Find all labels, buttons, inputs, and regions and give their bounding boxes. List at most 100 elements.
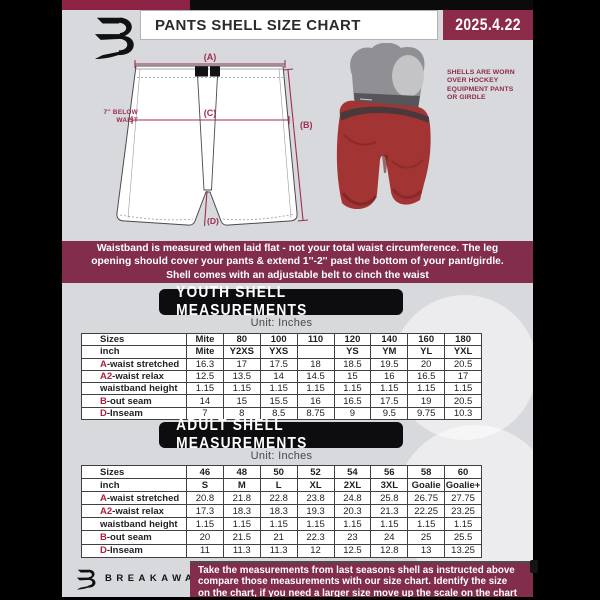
page-title-text: PANTS SHELL SIZE CHART [155, 16, 361, 34]
top-accent-maroon-segment [62, 0, 190, 10]
table-cell: 2XL [333, 479, 371, 492]
table-cell: 11.3 [222, 544, 260, 557]
row-label: Sizes [100, 334, 125, 346]
table-cell: 20.5 [444, 395, 481, 407]
table-cell: 15.5 [259, 395, 297, 407]
table-cell: 1.15 [259, 383, 297, 395]
table-cell: XL [296, 479, 334, 492]
table-cell: 17 [444, 370, 481, 383]
table-cell: 11 [186, 544, 223, 557]
row-label: inch [100, 346, 120, 358]
table-cell: 17.5 [370, 395, 407, 407]
row-label: A2 -waist relax [100, 505, 164, 517]
table-cell: 16.3 [186, 358, 223, 370]
table-cell: 11.3 [259, 544, 297, 557]
footer-instructions: Take the measurements from last seasons … [190, 561, 533, 597]
table-cell: 1.15 [222, 383, 260, 395]
table-cell: 18.3 [259, 505, 297, 518]
table-cell: 140 [370, 334, 407, 346]
table-cell: 13 [407, 544, 444, 557]
table-cell: 16 [296, 395, 334, 407]
row-label-letter: D [100, 545, 107, 557]
row-label: waistband height [100, 518, 178, 530]
table-cell: 18.3 [222, 505, 260, 518]
row-label: Sizes [100, 466, 125, 478]
row-label: waistband height [100, 383, 178, 395]
table-cell: 1.15 [186, 518, 223, 531]
table-cell: 8.5 [259, 407, 297, 420]
table-cell: 9 [333, 407, 371, 420]
table-cell: 24 [370, 531, 407, 544]
table-cell: YXL [444, 346, 481, 358]
table-cell: 12.5 [186, 370, 223, 383]
table-cell: L [259, 479, 297, 492]
measure-label-c: (C) [204, 108, 217, 118]
table-cell: 27.75 [444, 492, 481, 505]
table-cell: 1.15 [407, 518, 444, 531]
table-row: inch Mite Y2XS YXS YS YM YL YXL [82, 346, 481, 359]
table-cell: 20 [186, 531, 223, 544]
row-label-letter: A [100, 492, 107, 504]
table-cell: 1.15 [407, 383, 444, 395]
table-cell: 17 [222, 358, 260, 370]
table-cell: 15 [222, 395, 260, 407]
table-cell: 50 [259, 466, 297, 479]
table-cell: 14 [259, 370, 297, 383]
table-cell: 21.8 [222, 492, 260, 505]
table-row: B -out seam 14 15 15.5 16 16.5 17.5 19 20.5 [82, 395, 481, 408]
scroll-artifact [530, 560, 538, 573]
youth-measurements-table: Sizes Mite 80 100 110 120 140 160 180 inch Mite Y2X… [81, 333, 482, 421]
table-row: Sizes 46 48 50 52 54 56 58 60 [82, 466, 481, 480]
table-cell: 25 [407, 531, 444, 544]
table-cell: 10.3 [444, 407, 481, 420]
table-cell: 9.5 [370, 407, 407, 420]
row-label: inch [100, 479, 120, 491]
table-cell: 25.8 [370, 492, 407, 505]
row-label-letter: A2 [100, 505, 113, 517]
table-cell: 25.5 [444, 531, 481, 544]
table-cell: 13.5 [222, 370, 260, 383]
page-title: PANTS SHELL SIZE CHART [140, 10, 438, 40]
table-cell: 1.15 [370, 518, 407, 531]
table-cell: YM [370, 346, 407, 358]
table-cell: YXS [259, 346, 297, 358]
table-cell: M [222, 479, 260, 492]
row-label: B -out seam [100, 395, 152, 407]
table-row: Sizes Mite 80 100 110 120 140 160 180 [82, 334, 481, 347]
table-cell: 16.5 [407, 370, 444, 383]
table-cell: 19 [407, 395, 444, 407]
table-cell: 54 [333, 466, 371, 479]
table-cell: 100 [259, 334, 297, 346]
breakaway-logo-icon [94, 17, 134, 59]
table-cell: S [186, 479, 223, 492]
pants-outline [116, 65, 298, 226]
table-cell: 13.25 [444, 544, 481, 557]
table-cell: 12.5 [333, 544, 371, 557]
table-cell: 1.15 [333, 383, 371, 395]
table-cell: 1.15 [296, 383, 334, 395]
table-cell: 26.75 [407, 492, 444, 505]
table-cell: 8 [222, 407, 260, 420]
row-label: A2 -waist relax [100, 371, 164, 383]
table-cell: 60 [444, 466, 481, 479]
table-cell: 1.15 [444, 518, 481, 531]
adult-unit-label: Unit: Inches [250, 450, 313, 462]
measure-label-a: (A) [204, 52, 217, 62]
table-cell: 1.15 [370, 383, 407, 395]
table-cell: Mite [186, 346, 223, 358]
table-cell: 1.15 [259, 518, 297, 531]
measurement-notice-band: Waistband is measured when laid flat - n… [62, 241, 533, 283]
shell-worn-note: SHELLS ARE WORN OVER HOCKEY EQUIPMENT PA… [447, 69, 515, 101]
table-cell: 22.8 [259, 492, 297, 505]
adult-measurements-table: Sizes 46 48 50 52 54 56 58 60 inch S M L XL 2XL 3XL Goal… [81, 465, 482, 558]
table-cell: Goalie [407, 479, 444, 492]
row-label-letter: A2 [100, 371, 113, 383]
table-cell: 12.8 [370, 544, 407, 557]
table-cell: 24.8 [333, 492, 371, 505]
table-cell [296, 346, 334, 358]
shell-product-photo [336, 43, 431, 210]
table-cell: 17.3 [186, 505, 223, 518]
row-label: A -waist stretched [100, 358, 180, 370]
row-label-letter: B [100, 395, 107, 407]
